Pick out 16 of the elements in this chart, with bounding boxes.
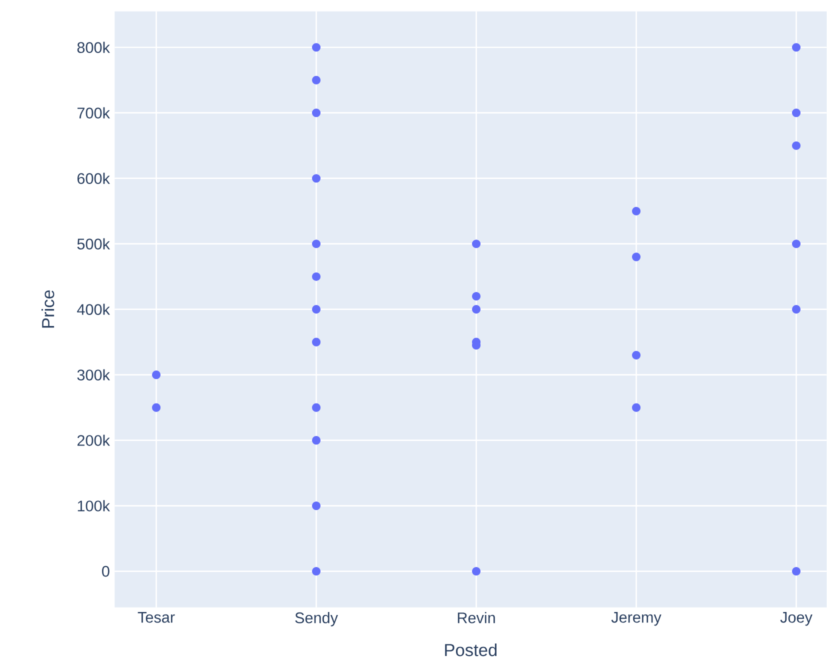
x-axis-title: Posted (445, 643, 497, 656)
y-tick-label: 400k (77, 304, 110, 315)
y-tick-label: 200k (77, 434, 110, 446)
y-tick-label: 100k (78, 500, 110, 512)
x-tick-label: Tesar (138, 612, 175, 623)
y-tick-label: 0 (102, 566, 110, 577)
x-tick-label: Sendy (295, 612, 338, 626)
y-tick-label: 300k (77, 369, 110, 380)
y-axis-title: Price (41, 290, 54, 328)
y-tick-label: 500k (77, 238, 110, 250)
x-tick-label: Revin (458, 612, 495, 624)
y-tick-label: 600k (77, 172, 110, 184)
x-tick-label: Joey (780, 612, 812, 626)
y-tick-label: 700k (78, 107, 110, 118)
y-tick-label: 800k (77, 42, 110, 53)
x-tick-label: Jeremy (611, 612, 662, 626)
